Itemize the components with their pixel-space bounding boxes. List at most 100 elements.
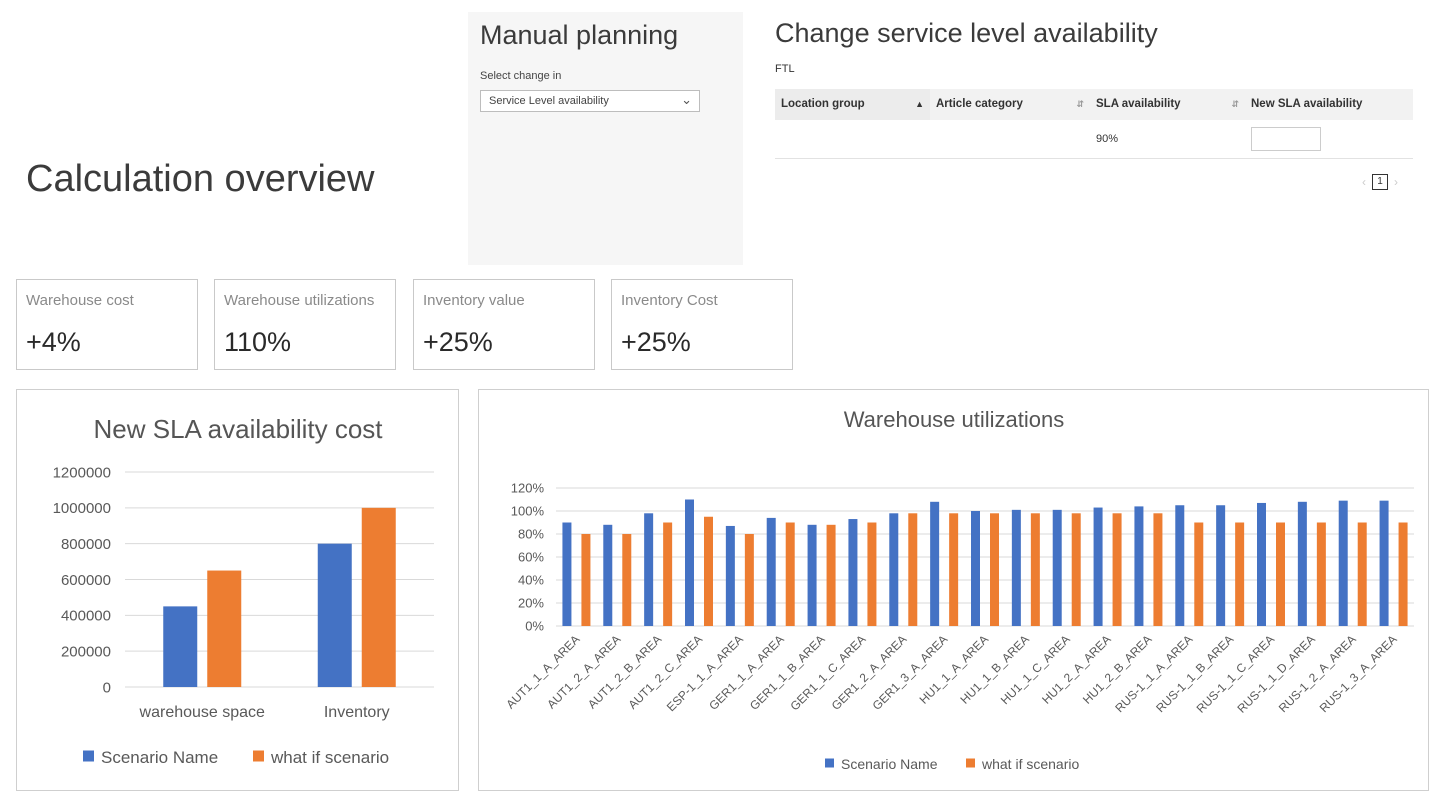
kpi-value: +25% <box>423 327 493 357</box>
legend-swatch <box>83 750 94 762</box>
warehouse-utilizations-chart: Warehouse utilizations 0% 20% 40% 60% 80% 100%… <box>503 407 1414 772</box>
bar <box>1175 505 1185 626</box>
bar <box>766 517 776 626</box>
column-header-sla-availability[interactable]: SLA availability ⇵ <box>1090 89 1245 120</box>
x-tick-label: HU1_2_A_AREA <box>1039 632 1114 707</box>
cell-new-sla-availability <box>1245 127 1413 151</box>
bar <box>1257 502 1266 626</box>
bar <box>867 522 877 626</box>
bar <box>744 534 754 626</box>
bar <box>581 534 591 626</box>
bar <box>1235 522 1245 626</box>
bar <box>207 570 242 687</box>
x-tick-label: HU1_1_C_AREA <box>998 632 1073 707</box>
bar <box>1357 522 1367 626</box>
x-tick-label: RUS-1_1_D_AREA <box>1235 632 1318 715</box>
manual-planning-panel: Manual planning Select change in Service… <box>468 12 743 265</box>
bar <box>1216 505 1226 626</box>
x-tick-label: warehouse space <box>139 704 266 721</box>
bar <box>807 524 817 626</box>
bar <box>361 507 396 687</box>
manual-planning-title: Manual planning <box>480 20 679 50</box>
y-tick-label: 600000 <box>61 572 111 589</box>
select-change-dropdown[interactable]: Service Level availability ⌄ <box>480 90 700 112</box>
bar <box>725 525 735 626</box>
bar <box>889 513 899 626</box>
column-header-article-category[interactable]: Article category ⇵ <box>930 89 1090 120</box>
kpi-value: +4% <box>26 327 81 357</box>
y-tick-label: 100% <box>511 504 545 519</box>
sort-icon: ⇵ <box>1231 99 1239 109</box>
bar <box>1338 500 1348 626</box>
chart-title: New SLA availability cost <box>93 414 383 444</box>
bar <box>1379 500 1389 626</box>
y-tick-label: 800000 <box>61 536 111 553</box>
kpi-value: 110% <box>224 327 292 357</box>
legend-label: Scenario Name <box>841 756 938 772</box>
bar <box>663 522 673 626</box>
chevron-down-icon: ⌄ <box>681 92 692 107</box>
bar <box>1134 506 1144 626</box>
new-sla-availability-input[interactable] <box>1251 127 1321 151</box>
column-header-new-sla-availability[interactable]: New SLA availability <box>1251 98 1363 110</box>
x-tick-label: HU1_1_A_AREA <box>917 632 992 707</box>
column-header-location-group[interactable]: Location group ▲ <box>775 89 930 120</box>
y-tick-label: 120% <box>511 481 545 496</box>
sort-icon: ⇵ <box>1076 99 1084 109</box>
bar <box>908 513 918 626</box>
bar <box>1194 522 1204 626</box>
bar <box>603 524 613 626</box>
x-tick-label: AUT1_2_C_AREA <box>625 632 705 712</box>
x-tick-label: ESP-1_1_A_AREA <box>664 632 746 714</box>
legend-label: what if scenario <box>270 748 389 767</box>
bar <box>1398 522 1408 626</box>
bar <box>1297 501 1307 626</box>
x-tick-label: RUS-1_1_A_AREA <box>1112 632 1195 715</box>
kpi-card-warehouse-utilizations: Warehouse utilizations 110% <box>214 279 396 370</box>
kpi-label: Inventory Cost <box>621 292 718 309</box>
sort-icon: ▲ <box>915 99 924 109</box>
y-tick-label: 0 <box>103 679 111 696</box>
legend-swatch <box>966 758 975 768</box>
x-tick-label: RUS-1_2_A_AREA <box>1276 632 1359 715</box>
kpi-label: Warehouse cost <box>26 292 134 309</box>
kpi-card-warehouse-cost: Warehouse cost +4% <box>16 279 198 370</box>
bar <box>1112 513 1122 626</box>
bar <box>1276 522 1285 626</box>
bar <box>163 606 198 687</box>
y-tick-label: 1000000 <box>53 500 111 517</box>
bar <box>826 524 836 626</box>
sla-cost-chart: New SLA availability cost 0 200000 400000 60… <box>53 414 434 767</box>
x-tick-label: GER1_2_A_AREA <box>829 632 910 713</box>
sla-cost-chart-panel: New SLA availability cost 0 200000 400000 60… <box>16 389 459 791</box>
prev-page-icon[interactable]: ‹ <box>1362 175 1366 189</box>
kpi-label: Warehouse utilizations <box>224 292 375 309</box>
select-change-label: Select change in <box>480 70 562 82</box>
y-tick-label: 200000 <box>61 643 111 660</box>
x-tick-label: GER1_1_C_AREA <box>787 632 868 713</box>
warehouse-utilizations-chart-panel: Warehouse utilizations 0% 20% 40% 60% 80% 100%… <box>478 389 1429 791</box>
y-tick-label: 80% <box>518 527 544 542</box>
x-tick-label: AUT1_2_B_AREA <box>585 632 664 711</box>
x-tick-label: RUS-1_3_A_AREA <box>1317 632 1400 715</box>
y-tick-label: 40% <box>518 573 544 588</box>
bar <box>971 511 980 626</box>
legend-swatch <box>253 750 264 762</box>
legend-swatch <box>825 758 834 768</box>
bar <box>622 534 632 626</box>
bar <box>930 501 940 626</box>
bar <box>785 522 795 626</box>
next-page-icon[interactable]: › <box>1394 175 1398 189</box>
kpi-label: Inventory value <box>423 292 525 309</box>
sla-section-subtitle: FTL <box>775 63 795 75</box>
page-title: Calculation overview <box>26 158 375 200</box>
y-tick-label: 20% <box>518 596 544 611</box>
bar <box>1071 513 1081 626</box>
page-number-button[interactable]: 1 <box>1372 174 1388 190</box>
bar <box>704 516 713 626</box>
x-tick-label: HU1_1_B_AREA <box>957 632 1032 707</box>
bar <box>1011 509 1021 626</box>
bar <box>1030 513 1040 626</box>
x-tick-label: AUT1_2_A_AREA <box>544 632 623 711</box>
x-tick-label: GER1_1_A_AREA <box>706 632 787 713</box>
